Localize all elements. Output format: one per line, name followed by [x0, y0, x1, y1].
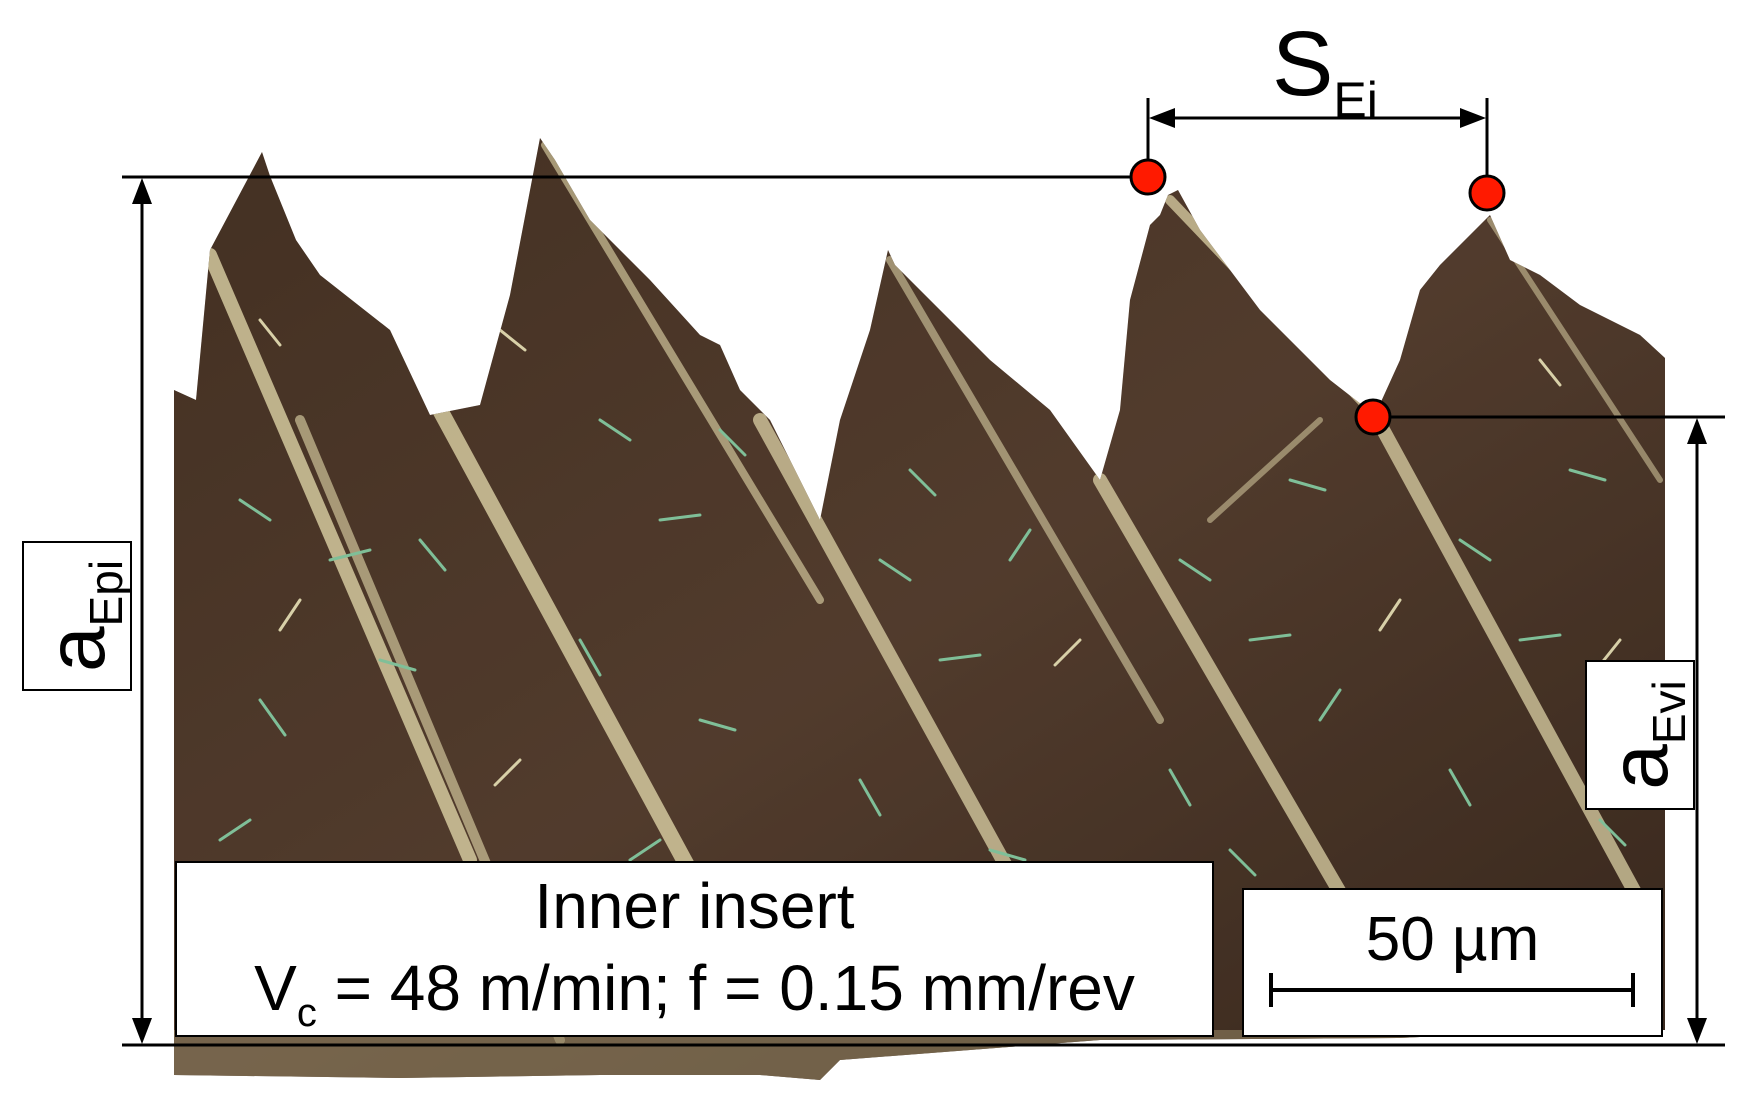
- arrowheads: [132, 108, 1707, 1044]
- sei-label: SEi: [1272, 12, 1378, 128]
- aepi-main-text: a: [31, 626, 122, 673]
- sei-main-text: S: [1272, 13, 1334, 115]
- aepi-label-box: aEpi: [22, 541, 132, 691]
- peak-marker-2: [1468, 174, 1506, 212]
- valley-marker: [1354, 398, 1392, 436]
- caption-v-subscript: c: [296, 991, 317, 1035]
- aepi-label: aEpi: [30, 560, 132, 673]
- caption-title: Inner insert: [534, 870, 855, 942]
- sei-subscript: Ei: [1333, 72, 1378, 128]
- caption-rest-text: = 48 m/min; f = 0.15 mm/rev: [316, 952, 1135, 1024]
- scale-bar: [1269, 973, 1635, 1007]
- caption-box: Inner insert Vc = 48 m/min; f = 0.15 mm/…: [175, 861, 1214, 1037]
- aevi-label: aEvi: [1593, 680, 1695, 790]
- scale-bar-label: 50 µm: [1365, 905, 1540, 974]
- aepi-subscript: Epi: [80, 559, 132, 627]
- aevi-main-text: a: [1594, 744, 1685, 790]
- aevi-label-box: aEvi: [1585, 660, 1695, 810]
- aevi-subscript: Evi: [1643, 680, 1695, 745]
- measurement-markers: [1129, 158, 1506, 436]
- caption-parameters: Vc = 48 m/min; f = 0.15 mm/rev: [177, 951, 1212, 1035]
- caption-v-text: V: [254, 952, 297, 1024]
- peak-marker-1: [1129, 158, 1167, 196]
- scale-bar-box: 50 µm: [1242, 888, 1663, 1037]
